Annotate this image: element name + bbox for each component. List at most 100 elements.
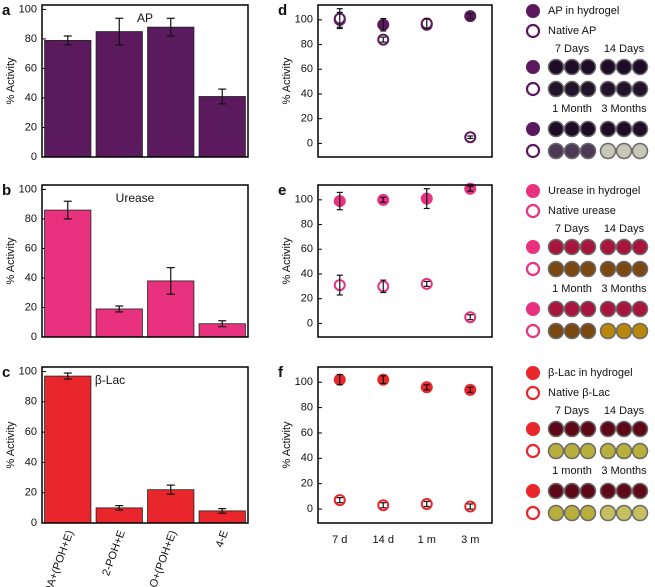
well — [579, 58, 597, 76]
well — [599, 504, 617, 522]
y-tick-label: 20 — [301, 478, 313, 490]
chart-title: Urease — [116, 191, 155, 205]
well-label: 14 Days — [604, 405, 645, 417]
y-tick-label: 40 — [301, 88, 313, 100]
legend-label: AP in hydrogel — [548, 5, 619, 17]
y-tick-label: 100 — [295, 14, 313, 26]
well — [615, 322, 633, 340]
well — [599, 142, 617, 160]
well — [615, 260, 633, 278]
well — [599, 300, 617, 318]
legend-marker — [525, 385, 541, 401]
well — [579, 504, 597, 522]
well-label: 3 Months — [601, 283, 647, 295]
x-tick-label: 14 d — [373, 534, 394, 546]
y-axis-label: % Activity — [5, 237, 17, 285]
well — [563, 420, 581, 438]
well-label: 1 Month — [552, 103, 592, 115]
well — [547, 80, 565, 98]
panel-label: b — [2, 182, 11, 199]
plot-frame — [41, 4, 249, 158]
row-marker — [525, 261, 541, 277]
legend-label: Urease in hydrogel — [548, 185, 640, 197]
y-tick-label: 60 — [301, 243, 313, 255]
well — [599, 120, 617, 138]
legend-marker — [526, 184, 540, 198]
well — [599, 260, 617, 278]
well — [615, 420, 633, 438]
y-tick-label: 0 — [31, 151, 37, 163]
y-tick-label: 40 — [25, 92, 37, 104]
panel-label: f — [278, 364, 284, 381]
bar — [147, 26, 195, 158]
plot-frame — [317, 184, 493, 338]
well-label: 7 Days — [555, 223, 590, 235]
well — [615, 58, 633, 76]
x-tick-label: 1-POA+(POH+E) — [36, 529, 76, 587]
bar — [198, 96, 246, 158]
well-label: 14 Days — [604, 223, 645, 235]
well — [547, 322, 565, 340]
y-axis-label: % Activity — [5, 421, 17, 469]
row-marker — [525, 81, 541, 97]
y-tick-label: 20 — [301, 293, 313, 305]
well — [615, 238, 633, 256]
well — [599, 482, 617, 500]
row-marker — [525, 505, 541, 521]
legend-label: Native AP — [548, 25, 596, 37]
well — [615, 80, 633, 98]
well — [547, 504, 565, 522]
y-tick-label: 0 — [307, 317, 313, 329]
y-tick-label: 0 — [307, 137, 313, 149]
well — [631, 442, 649, 460]
well — [547, 442, 565, 460]
row-marker — [525, 443, 541, 459]
well — [599, 442, 617, 460]
legend-label: Native urease — [548, 205, 616, 217]
x-tick-label: 1 m — [418, 534, 436, 546]
well — [563, 504, 581, 522]
legend-marker — [525, 23, 541, 39]
x-tick-label: 3 m — [461, 534, 479, 546]
legend-label: β-Lac in hydrogel — [548, 367, 633, 379]
well — [631, 120, 649, 138]
well — [579, 442, 597, 460]
row-marker — [526, 240, 540, 254]
chart-title: AP — [137, 11, 153, 25]
y-tick-label: 100 — [19, 365, 37, 377]
y-tick-label: 100 — [19, 3, 37, 15]
well — [631, 80, 649, 98]
y-tick-label: 0 — [307, 503, 313, 515]
well — [579, 120, 597, 138]
y-tick-label: 80 — [301, 401, 313, 413]
well — [579, 322, 597, 340]
well-label: 1 Month — [552, 283, 592, 295]
y-axis-label: % Activity — [281, 57, 293, 105]
well — [547, 58, 565, 76]
well — [547, 300, 565, 318]
plot-frame — [317, 366, 493, 524]
well — [615, 300, 633, 318]
y-tick-label: 80 — [25, 396, 37, 408]
well — [563, 260, 581, 278]
y-tick-label: 80 — [301, 38, 313, 50]
x-tick-label: 2-POH+E — [100, 529, 127, 578]
legend-label: Native β-Lac — [548, 387, 610, 399]
well — [579, 142, 597, 160]
well-label: 14 Days — [604, 43, 645, 55]
well — [631, 420, 649, 438]
bar — [44, 375, 92, 524]
y-tick-label: 60 — [301, 63, 313, 75]
well — [579, 80, 597, 98]
well — [563, 482, 581, 500]
well — [631, 260, 649, 278]
well — [615, 442, 633, 460]
y-tick-label: 60 — [25, 426, 37, 438]
well — [547, 238, 565, 256]
well-label: 7 Days — [555, 43, 590, 55]
x-tick-label: 4-E — [214, 529, 231, 549]
row-marker — [526, 422, 540, 436]
y-tick-label: 100 — [19, 183, 37, 195]
well — [615, 120, 633, 138]
well — [631, 300, 649, 318]
